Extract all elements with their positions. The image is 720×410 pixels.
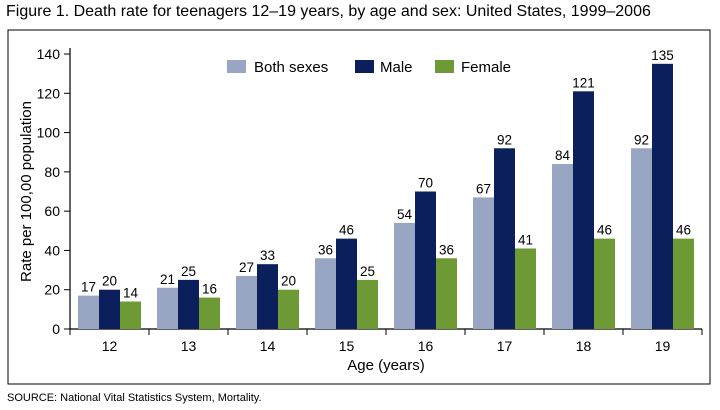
- bar-value-label: 14: [123, 286, 139, 301]
- bar-male: [99, 289, 120, 329]
- bar-female: [673, 238, 694, 329]
- x-tick-label: 18: [576, 338, 592, 354]
- bar-male: [494, 148, 515, 329]
- bar-value-label: 70: [418, 176, 433, 191]
- bar-value-label: 36: [318, 242, 333, 257]
- x-tick-label: 19: [655, 338, 671, 354]
- x-axis-title: Age (years): [347, 357, 425, 374]
- bar-value-label: 46: [597, 223, 612, 238]
- bar-both-sexes: [552, 164, 573, 329]
- chart-frame: [7, 29, 711, 385]
- bar-female: [515, 248, 536, 329]
- bar-both-sexes: [157, 287, 178, 329]
- legend-label: Female: [461, 59, 511, 76]
- bar-value-label: 54: [397, 207, 413, 222]
- legend: Both sexes Male Female: [227, 59, 511, 76]
- bar-female: [357, 279, 378, 329]
- bar-value-label: 92: [497, 132, 512, 147]
- bar-male: [336, 238, 357, 329]
- bar-female: [594, 238, 615, 329]
- source-note: SOURCE: National Vital Statistics System…: [7, 392, 262, 404]
- bar-value-label: 16: [202, 282, 217, 297]
- y-tick-label: 40: [44, 242, 60, 258]
- legend-label: Male: [380, 59, 413, 76]
- bar-value-label: 20: [281, 274, 296, 289]
- bar-both-sexes: [631, 148, 652, 329]
- bar-value-label: 135: [651, 48, 674, 63]
- bar-male: [652, 63, 673, 329]
- legend-swatch-male: [355, 60, 374, 73]
- bar-female: [120, 301, 141, 329]
- bar-both-sexes: [236, 275, 257, 329]
- legend-label: Both sexes: [254, 59, 328, 76]
- bar-male: [178, 279, 199, 329]
- bar-value-label: 121: [572, 75, 595, 90]
- y-tick-label: 20: [44, 282, 60, 298]
- y-tick-label: 60: [44, 203, 60, 219]
- bar-value-label: 46: [339, 223, 354, 238]
- x-tick-label: 15: [339, 338, 355, 354]
- y-axis-title: Rate per 100,00 population: [18, 101, 35, 282]
- bar-value-label: 33: [260, 248, 275, 263]
- bar-female: [436, 258, 457, 329]
- bar-both-sexes: [394, 222, 415, 329]
- x-tick-label: 16: [418, 338, 434, 354]
- y-tick-label: 100: [37, 125, 61, 141]
- x-tick-label: 17: [497, 338, 513, 354]
- bar-male: [257, 264, 278, 329]
- bar-both-sexes: [78, 295, 99, 329]
- bar-value-label: 41: [518, 232, 533, 247]
- bar-male: [415, 191, 436, 329]
- bar-value-label: 25: [181, 264, 196, 279]
- x-tick-label: 13: [181, 338, 197, 354]
- bar-female: [278, 289, 299, 329]
- legend-swatch-both-sexes: [227, 60, 246, 73]
- bar-value-label: 92: [634, 132, 649, 147]
- figure-title: Figure 1. Death rate for teenagers 12–19…: [6, 3, 651, 20]
- bar-value-label: 36: [439, 242, 454, 257]
- y-tick-label: 0: [52, 321, 60, 337]
- bar-value-label: 17: [81, 280, 96, 295]
- bar-value-label: 84: [555, 148, 571, 163]
- plot-area: 0 20 40 60 80 100 120 140 17 20 14 12 21 25 16 13 27 33 20…: [37, 46, 703, 354]
- bar-both-sexes: [473, 197, 494, 329]
- bar-value-label: 21: [160, 272, 175, 287]
- bar-value-label: 67: [476, 181, 491, 196]
- bar-both-sexes: [315, 258, 336, 329]
- bar-value-label: 46: [676, 223, 691, 238]
- y-tick-label: 120: [37, 85, 61, 101]
- bar-value-label: 27: [239, 260, 254, 275]
- bar-female: [199, 297, 220, 329]
- x-tick-label: 12: [102, 338, 118, 354]
- bar-value-label: 20: [102, 274, 117, 289]
- bar-male: [573, 91, 594, 329]
- legend-swatch-female: [435, 60, 454, 73]
- bar-value-label: 25: [360, 264, 375, 279]
- x-tick-label: 14: [260, 338, 276, 354]
- y-tick-label: 140: [37, 46, 61, 62]
- y-tick-label: 80: [44, 164, 60, 180]
